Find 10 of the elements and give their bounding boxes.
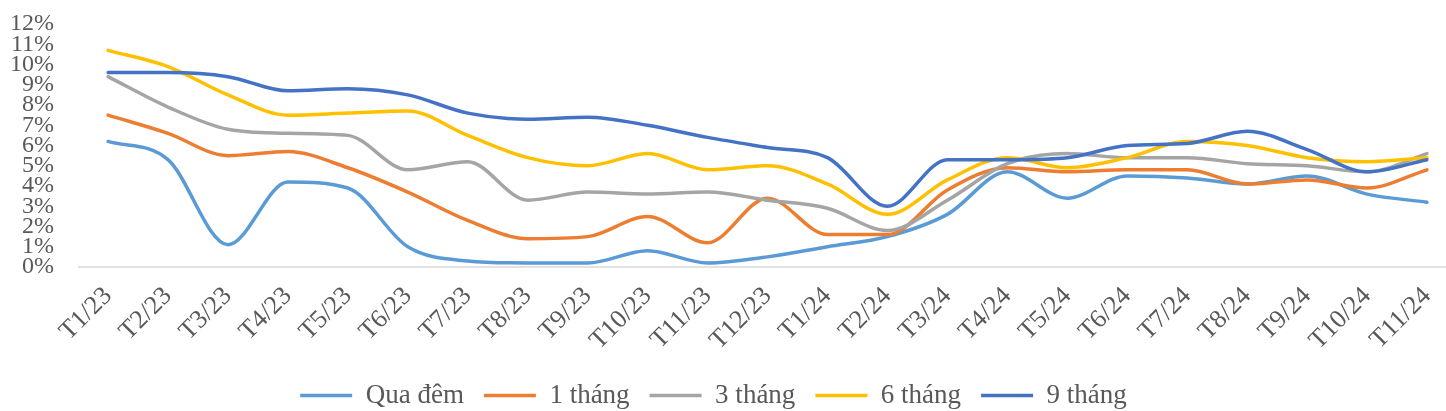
line-series [106, 48, 1429, 217]
line-series [106, 139, 1429, 265]
legend-label: 1 tháng [549, 378, 630, 409]
legend-label: 6 tháng [880, 378, 962, 409]
legend-label: 3 tháng [715, 378, 796, 409]
legend-label: Qua đêm [365, 378, 464, 409]
legend-label: 9 tháng [1046, 378, 1127, 409]
line-series [106, 113, 1429, 245]
line-series [106, 70, 1429, 208]
line-series [106, 74, 1429, 233]
